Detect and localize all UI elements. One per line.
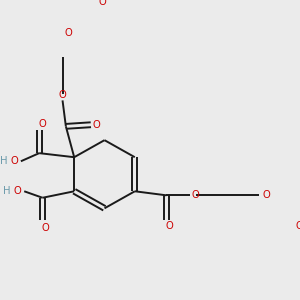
Text: O: O: [59, 90, 66, 100]
Text: O: O: [39, 119, 46, 129]
Text: O: O: [10, 156, 18, 166]
Text: O: O: [93, 120, 101, 130]
Text: H: H: [0, 156, 7, 166]
Text: O: O: [166, 221, 174, 231]
Text: O: O: [14, 186, 21, 196]
Text: O: O: [192, 190, 200, 200]
Text: O: O: [42, 223, 50, 233]
Text: O: O: [64, 28, 72, 38]
Text: H: H: [3, 186, 10, 196]
Text: O: O: [295, 221, 300, 231]
Text: O: O: [99, 0, 106, 7]
Text: O: O: [262, 190, 270, 200]
